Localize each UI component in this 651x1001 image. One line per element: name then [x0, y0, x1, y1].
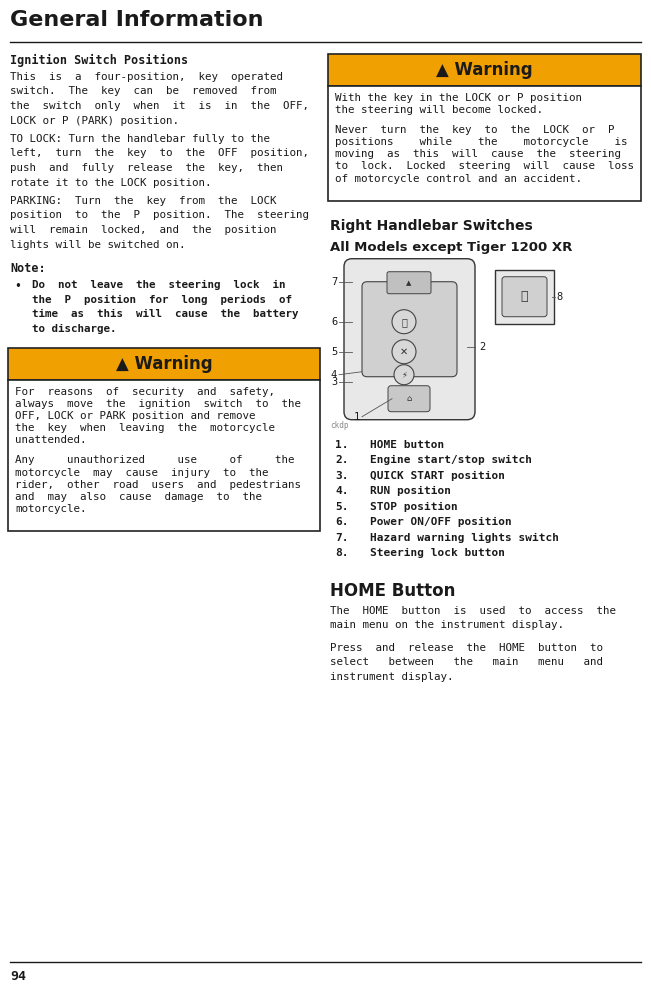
Text: rotate it to the LOCK position.: rotate it to the LOCK position.	[10, 177, 212, 187]
Text: Power ON/OFF position: Power ON/OFF position	[370, 518, 512, 528]
Text: Ignition Switch Positions: Ignition Switch Positions	[10, 54, 188, 67]
FancyBboxPatch shape	[8, 380, 320, 531]
Circle shape	[394, 364, 414, 384]
Text: OFF, LOCK or PARK position and remove: OFF, LOCK or PARK position and remove	[15, 411, 255, 421]
Text: switch.  The  key  can  be  removed  from: switch. The key can be removed from	[10, 86, 277, 96]
Text: Do  not  leave  the  steering  lock  in: Do not leave the steering lock in	[32, 280, 286, 290]
Text: 4.: 4.	[335, 486, 348, 496]
Text: lights will be switched on.: lights will be switched on.	[10, 239, 186, 249]
Text: STOP position: STOP position	[370, 502, 458, 512]
Text: Hazard warning lights switch: Hazard warning lights switch	[370, 533, 559, 543]
Text: will  remain  locked,  and  the  position: will remain locked, and the position	[10, 225, 277, 235]
Text: This  is  a  four-position,  key  operated: This is a four-position, key operated	[10, 72, 283, 82]
Text: the  key  when  leaving  the  motorcycle: the key when leaving the motorcycle	[15, 423, 275, 433]
Text: ⏻: ⏻	[401, 316, 407, 326]
Text: 5: 5	[331, 346, 337, 356]
Text: to discharge.: to discharge.	[32, 323, 117, 333]
Text: select   between   the   main   menu   and: select between the main menu and	[330, 658, 603, 668]
Text: to  lock.  Locked  steering  will  cause  loss: to lock. Locked steering will cause loss	[335, 161, 634, 171]
Text: 7.: 7.	[335, 533, 348, 543]
Text: the  switch  only  when  it  is  in  the  OFF,: the switch only when it is in the OFF,	[10, 101, 309, 111]
Text: time  as  this  will  cause  the  battery: time as this will cause the battery	[32, 309, 299, 319]
Text: instrument display.: instrument display.	[330, 672, 454, 682]
Text: HOME button: HOME button	[370, 439, 444, 449]
Text: 6.: 6.	[335, 518, 348, 528]
Text: moving  as  this  will  cause  the  steering: moving as this will cause the steering	[335, 149, 621, 159]
Text: main menu on the instrument display.: main menu on the instrument display.	[330, 621, 564, 631]
Text: 6: 6	[331, 316, 337, 326]
Text: ⚡: ⚡	[401, 370, 407, 379]
FancyBboxPatch shape	[495, 269, 554, 323]
Text: position  to  the  P  position.  The  steering: position to the P position. The steering	[10, 210, 309, 220]
Text: ▲ Warning: ▲ Warning	[436, 61, 533, 79]
Text: 5.: 5.	[335, 502, 348, 512]
Text: The  HOME  button  is  used  to  access  the: The HOME button is used to access the	[330, 606, 616, 616]
Text: ▲: ▲	[406, 279, 411, 285]
Text: For  reasons  of  security  and  safety,: For reasons of security and safety,	[15, 387, 275, 397]
Text: rider,  other  road  users  and  pedestrians: rider, other road users and pedestrians	[15, 479, 301, 489]
Text: All Models except Tiger 1200 XR: All Models except Tiger 1200 XR	[330, 240, 572, 253]
Text: push  and  fully  release  the  key,  then: push and fully release the key, then	[10, 163, 283, 173]
Text: the  P  position  for  long  periods  of: the P position for long periods of	[32, 294, 292, 304]
Text: 🔒: 🔒	[521, 290, 528, 303]
Text: and  may  also  cause  damage  to  the: and may also cause damage to the	[15, 491, 262, 502]
FancyBboxPatch shape	[502, 276, 547, 316]
Text: 4: 4	[331, 369, 337, 379]
Text: Steering lock button: Steering lock button	[370, 549, 505, 559]
Text: With the key in the LOCK or P position: With the key in the LOCK or P position	[335, 93, 582, 103]
FancyBboxPatch shape	[328, 258, 641, 433]
Text: Press  and  release  the  HOME  button  to: Press and release the HOME button to	[330, 643, 603, 653]
Text: QUICK START position: QUICK START position	[370, 470, 505, 480]
Text: the steering will become locked.: the steering will become locked.	[335, 105, 543, 115]
FancyBboxPatch shape	[8, 348, 320, 380]
Text: RUN position: RUN position	[370, 486, 451, 496]
FancyBboxPatch shape	[328, 86, 641, 201]
Text: PARKING:  Turn  the  key  from  the  LOCK: PARKING: Turn the key from the LOCK	[10, 196, 277, 206]
Text: ✕: ✕	[400, 346, 408, 356]
Circle shape	[392, 309, 416, 333]
Text: positions    while    the    motorcycle    is: positions while the motorcycle is	[335, 137, 628, 147]
Text: 94: 94	[10, 970, 26, 983]
Text: always  move  the  ignition  switch  to  the: always move the ignition switch to the	[15, 399, 301, 409]
Text: 1: 1	[354, 411, 360, 421]
Text: Any     unauthorized     use     of     the: Any unauthorized use of the	[15, 455, 294, 465]
Text: TO LOCK: Turn the handlebar fully to the: TO LOCK: Turn the handlebar fully to the	[10, 134, 270, 144]
Text: 1.: 1.	[335, 439, 348, 449]
Circle shape	[392, 339, 416, 363]
FancyBboxPatch shape	[362, 281, 457, 376]
Text: left,  turn  the  key  to  the  OFF  position,: left, turn the key to the OFF position,	[10, 148, 309, 158]
Text: •: •	[14, 280, 21, 293]
FancyBboxPatch shape	[328, 54, 641, 86]
Text: 3: 3	[331, 376, 337, 386]
Text: Never  turn  the  key  to  the  LOCK  or  P: Never turn the key to the LOCK or P	[335, 125, 615, 135]
FancyBboxPatch shape	[387, 271, 431, 293]
FancyBboxPatch shape	[388, 385, 430, 411]
FancyBboxPatch shape	[344, 258, 475, 419]
Text: HOME Button: HOME Button	[330, 582, 456, 600]
Text: 2.: 2.	[335, 455, 348, 465]
Text: General Information: General Information	[10, 10, 264, 30]
Text: ⌂: ⌂	[406, 394, 411, 403]
Text: 8.: 8.	[335, 549, 348, 559]
Text: 7: 7	[331, 276, 337, 286]
Text: of motorcycle control and an accident.: of motorcycle control and an accident.	[335, 173, 582, 183]
Text: 2: 2	[479, 341, 485, 351]
Text: Engine start/stop switch: Engine start/stop switch	[370, 455, 532, 465]
Text: LOCK or P (PARK) position.: LOCK or P (PARK) position.	[10, 115, 179, 125]
Text: motorcycle.: motorcycle.	[15, 504, 87, 514]
Text: ▲ Warning: ▲ Warning	[116, 355, 212, 373]
Text: 8: 8	[556, 291, 562, 301]
Text: unattended.: unattended.	[15, 435, 87, 445]
Text: 3.: 3.	[335, 470, 348, 480]
Text: Right Handlebar Switches: Right Handlebar Switches	[330, 219, 533, 232]
Text: Note:: Note:	[10, 262, 46, 275]
Text: motorcycle  may  cause  injury  to  the: motorcycle may cause injury to the	[15, 467, 268, 477]
Text: ckdp: ckdp	[330, 420, 348, 429]
